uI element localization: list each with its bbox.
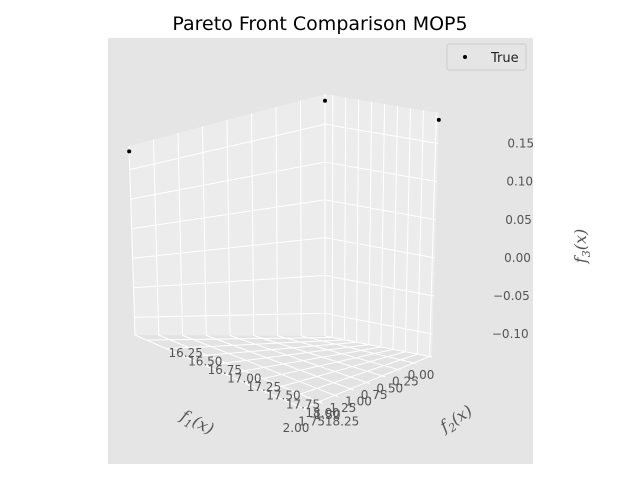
- y-gridline-wall: [356, 99, 360, 343]
- z-gridline-left: [132, 237, 326, 259]
- x-gridline-wall: [275, 106, 278, 336]
- legend: True: [446, 43, 527, 71]
- data-points: [127, 98, 441, 154]
- y-gridline-floor: [185, 341, 357, 358]
- y-tick-label: 18.25: [325, 414, 359, 428]
- y-tick-label: 16.75: [208, 363, 242, 377]
- z-gridline-right: [324, 237, 435, 259]
- z-tick-label: 0.00: [504, 251, 531, 265]
- x-tick-label: 0.25: [392, 375, 419, 389]
- z-tick-label: 0.05: [505, 213, 532, 227]
- z-axis-label-sub: 3: [580, 250, 593, 257]
- y-gridline-floor: [166, 339, 345, 350]
- y-gridline-wall: [392, 106, 399, 350]
- x-gridline-floor: [206, 334, 355, 391]
- legend-box: [446, 43, 527, 71]
- x-tick-label: 1.25: [330, 401, 357, 415]
- y-gridline-wall: [343, 97, 347, 340]
- z-gridline-left: [133, 275, 326, 289]
- z-gridline-right: [324, 275, 434, 297]
- x-gridline-wall: [177, 132, 183, 336]
- x-gridline-wall: [300, 100, 302, 336]
- y-gridline-floor: [302, 356, 430, 409]
- x-tick-label: 1.50: [314, 408, 341, 422]
- z-gridline-right: [324, 312, 433, 335]
- z-tick-label: 0.15: [507, 137, 534, 151]
- z-axis-label-f: f: [571, 254, 590, 264]
- y-tick-label: 17.50: [266, 389, 300, 403]
- y-gridline-floor: [146, 336, 333, 341]
- x-gridline-wall: [202, 126, 207, 336]
- x-gridline-floor: [277, 335, 401, 371]
- x-gridline-wall: [128, 145, 136, 336]
- legend-label: True: [490, 51, 519, 66]
- x-tick-label: 0.00: [408, 368, 435, 382]
- y-gridline-wall: [368, 101, 373, 345]
- y-gridline-floor: [205, 344, 369, 367]
- y-gridline-floor: [244, 348, 394, 384]
- y-tick-label: 16.25: [169, 346, 203, 360]
- x-gridline-wall: [153, 139, 160, 336]
- z-gridline-left: [129, 123, 326, 171]
- z-gridline-left: [130, 161, 326, 200]
- chart-title: Pareto Front Comparison MOP5: [172, 13, 467, 35]
- x-tick-label: 0.50: [376, 381, 403, 395]
- x-tick-label: 1.75: [298, 414, 325, 428]
- y-gridline-floor: [283, 353, 418, 401]
- y-gridline-wall: [404, 108, 411, 352]
- y-tick-label: 16.50: [188, 355, 222, 369]
- z-tick-label: 0.10: [506, 175, 533, 189]
- z-gridline-left: [134, 312, 326, 318]
- x-gridline-floor: [253, 335, 386, 378]
- x-gridline-floor: [301, 335, 417, 365]
- x-gridline-floor: [134, 334, 308, 411]
- z-gridline-right: [324, 199, 437, 221]
- y-gridline-wall: [380, 103, 386, 347]
- y-gridline-wall: [429, 112, 437, 357]
- x-tick-label: 0.75: [361, 388, 388, 402]
- x-gridline-floor: [182, 334, 339, 398]
- data-point: [436, 117, 441, 122]
- x-gridline-floor: [158, 334, 323, 404]
- data-point: [323, 98, 327, 103]
- y-tick-label: 17.25: [247, 380, 281, 394]
- y-gridline-floor: [263, 351, 406, 392]
- z-axis-label-arg: (x): [571, 229, 590, 251]
- z-gridline-left: [131, 199, 326, 230]
- floor-pane: [135, 335, 432, 410]
- z-axis-label: f3(x): [571, 229, 593, 264]
- y-tick-label: 18.00: [305, 406, 339, 420]
- legend-marker: [463, 55, 467, 59]
- data-point: [127, 149, 132, 154]
- z-gridline-right: [324, 161, 438, 183]
- y-tick-label: 17.75: [286, 397, 320, 411]
- y-gridline-floor: [224, 346, 382, 375]
- x-gridline-wall: [226, 119, 231, 336]
- x-tick-label: 1.00: [345, 395, 372, 409]
- z-tick-label: −0.10: [492, 327, 529, 341]
- x-tick-label: 2.00: [283, 421, 310, 435]
- gridlines: [128, 94, 439, 411]
- x-gridline-floor: [229, 335, 370, 384]
- z-tick-label: −0.05: [493, 289, 530, 303]
- y-gridline-wall: [416, 110, 424, 355]
- z-gridline-right: [324, 123, 439, 144]
- x-gridline-wall: [251, 113, 255, 336]
- tick-labels: 0.000.250.500.751.001.251.501.752.0016.2…: [169, 137, 535, 436]
- y-tick-label: 17.00: [227, 372, 261, 386]
